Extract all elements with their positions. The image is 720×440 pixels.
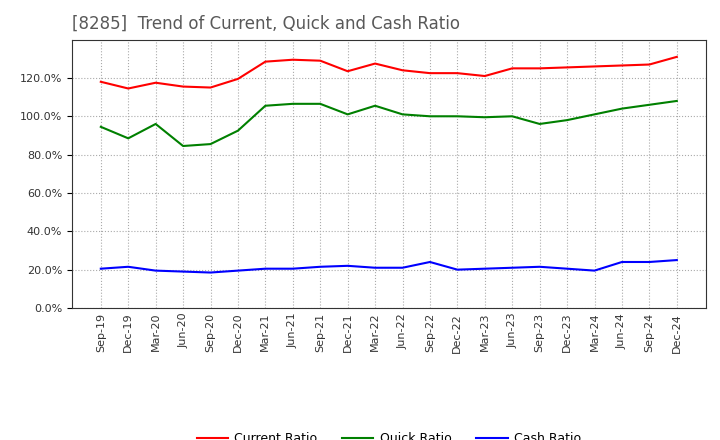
- Current Ratio: [151, 80, 160, 85]
- Current Ratio: [206, 85, 215, 90]
- Current Ratio: [233, 76, 242, 81]
- Cash Ratio: [618, 259, 626, 264]
- Cash Ratio: [672, 257, 681, 263]
- Current Ratio: [343, 69, 352, 74]
- Quick Ratio: [672, 98, 681, 103]
- Quick Ratio: [289, 101, 297, 106]
- Quick Ratio: [426, 114, 434, 119]
- Quick Ratio: [645, 102, 654, 107]
- Legend: Current Ratio, Quick Ratio, Cash Ratio: Current Ratio, Quick Ratio, Cash Ratio: [192, 427, 586, 440]
- Current Ratio: [672, 54, 681, 59]
- Quick Ratio: [316, 101, 325, 106]
- Current Ratio: [590, 64, 599, 69]
- Current Ratio: [563, 65, 572, 70]
- Quick Ratio: [618, 106, 626, 111]
- Cash Ratio: [206, 270, 215, 275]
- Current Ratio: [618, 63, 626, 68]
- Cash Ratio: [233, 268, 242, 273]
- Line: Current Ratio: Current Ratio: [101, 57, 677, 88]
- Cash Ratio: [343, 263, 352, 268]
- Quick Ratio: [508, 114, 516, 119]
- Quick Ratio: [233, 128, 242, 133]
- Quick Ratio: [536, 121, 544, 127]
- Line: Quick Ratio: Quick Ratio: [101, 101, 677, 146]
- Quick Ratio: [179, 143, 187, 149]
- Current Ratio: [261, 59, 270, 64]
- Line: Cash Ratio: Cash Ratio: [101, 260, 677, 272]
- Cash Ratio: [426, 259, 434, 264]
- Current Ratio: [536, 66, 544, 71]
- Cash Ratio: [508, 265, 516, 270]
- Cash Ratio: [480, 266, 489, 271]
- Current Ratio: [289, 57, 297, 62]
- Quick Ratio: [261, 103, 270, 108]
- Cash Ratio: [151, 268, 160, 273]
- Cash Ratio: [645, 259, 654, 264]
- Current Ratio: [96, 79, 105, 84]
- Current Ratio: [453, 70, 462, 76]
- Cash Ratio: [96, 266, 105, 271]
- Text: [8285]  Trend of Current, Quick and Cash Ratio: [8285] Trend of Current, Quick and Cash …: [72, 15, 460, 33]
- Quick Ratio: [206, 141, 215, 147]
- Cash Ratio: [590, 268, 599, 273]
- Current Ratio: [316, 58, 325, 63]
- Current Ratio: [508, 66, 516, 71]
- Quick Ratio: [563, 117, 572, 123]
- Quick Ratio: [480, 114, 489, 120]
- Current Ratio: [426, 70, 434, 76]
- Cash Ratio: [563, 266, 572, 271]
- Quick Ratio: [590, 112, 599, 117]
- Quick Ratio: [398, 112, 407, 117]
- Current Ratio: [645, 62, 654, 67]
- Current Ratio: [371, 61, 379, 66]
- Cash Ratio: [316, 264, 325, 269]
- Cash Ratio: [179, 269, 187, 274]
- Current Ratio: [179, 84, 187, 89]
- Quick Ratio: [96, 124, 105, 129]
- Cash Ratio: [371, 265, 379, 270]
- Current Ratio: [124, 86, 132, 91]
- Quick Ratio: [371, 103, 379, 108]
- Current Ratio: [480, 73, 489, 79]
- Cash Ratio: [398, 265, 407, 270]
- Cash Ratio: [536, 264, 544, 269]
- Quick Ratio: [124, 136, 132, 141]
- Current Ratio: [398, 68, 407, 73]
- Cash Ratio: [261, 266, 270, 271]
- Quick Ratio: [151, 121, 160, 127]
- Cash Ratio: [289, 266, 297, 271]
- Cash Ratio: [124, 264, 132, 269]
- Quick Ratio: [343, 112, 352, 117]
- Cash Ratio: [453, 267, 462, 272]
- Quick Ratio: [453, 114, 462, 119]
